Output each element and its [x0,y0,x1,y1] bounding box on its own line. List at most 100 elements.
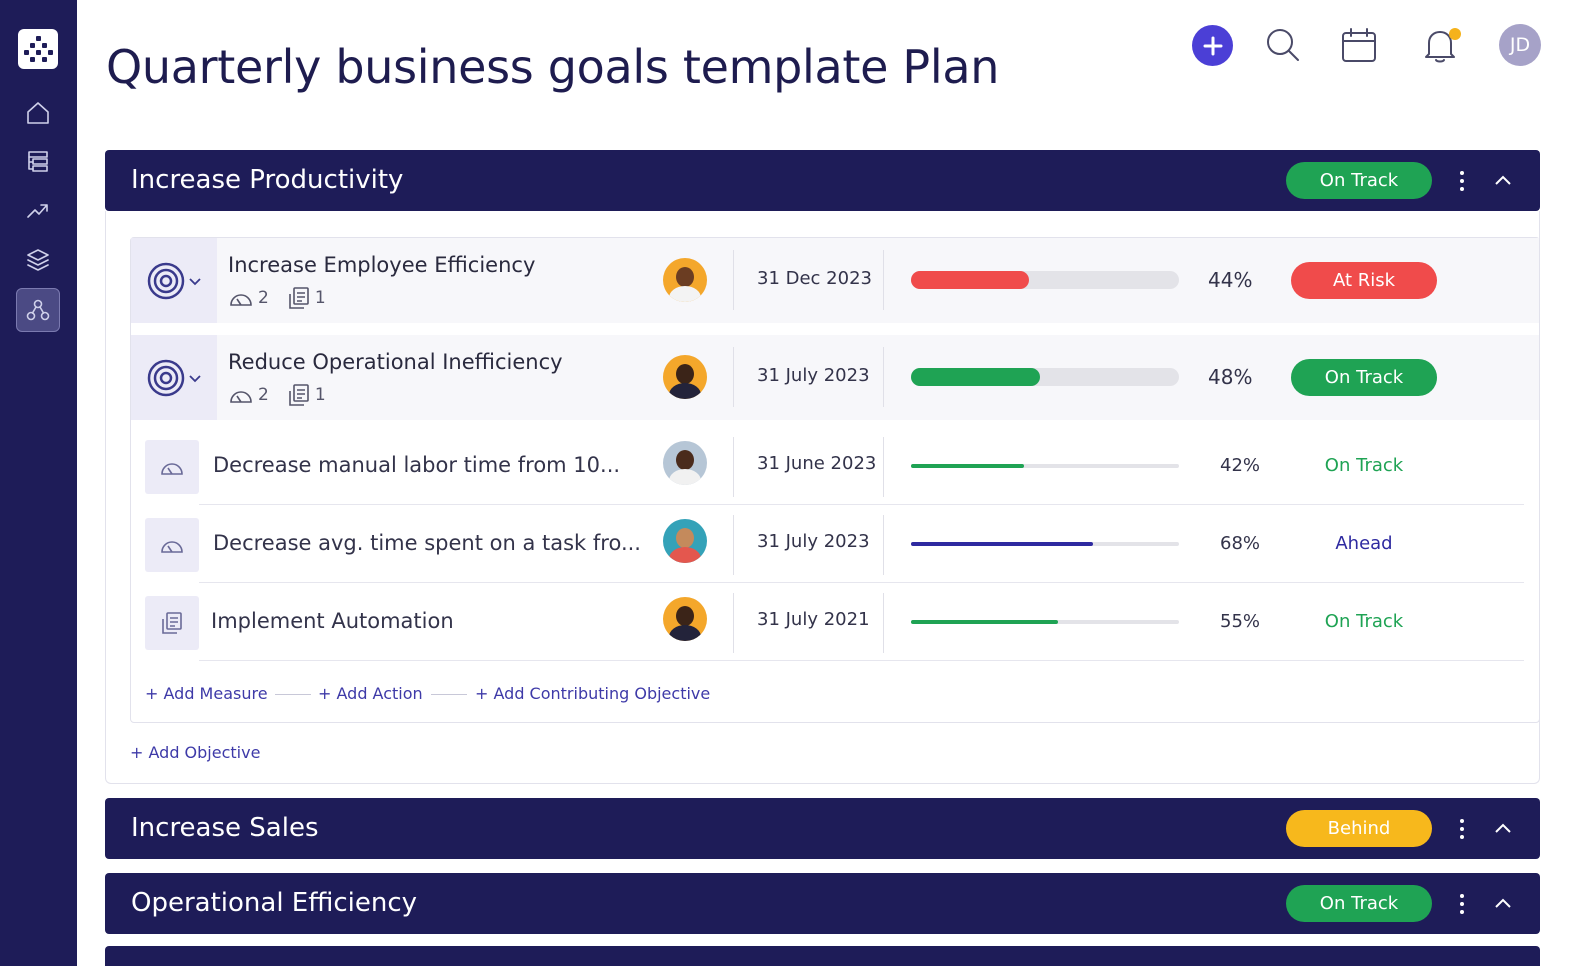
goal-title: Operational Efficiency [131,888,418,918]
key-result-row[interactable]: Decrease avg. time spent on a task fro..… [131,506,1539,584]
objective-row[interactable]: Increase Employee Efficiency 2 1 31 Dec … [131,238,1539,323]
divider [733,593,734,653]
goal-status-badge: On Track [1286,162,1432,199]
key-result-type [145,440,199,494]
nav-trends[interactable] [16,189,60,233]
key-result-row[interactable]: Decrease manual labor time from 10... 31… [131,428,1539,506]
search-button[interactable] [1262,24,1304,66]
divider [883,437,884,497]
gauge-icon [161,463,183,475]
user-avatar[interactable]: JD [1499,24,1541,66]
key-result-status: Ahead [1335,533,1393,554]
row-separator [199,582,1524,583]
objective-expand-toggle[interactable] [131,238,217,323]
trend-icon [27,204,48,218]
key-result-type [145,518,199,572]
calendar-icon [1342,28,1376,62]
key-result-type [145,596,199,650]
plus-icon [1203,36,1222,55]
progress-bar [911,368,1179,386]
task-doc-icon [162,612,182,634]
divider [733,250,734,310]
key-result-row[interactable]: Implement Automation 31 July 2021 55% On… [131,584,1539,662]
progress-bar [911,620,1179,624]
chevron-up-icon[interactable] [1490,167,1516,193]
search-icon [1267,29,1299,61]
divider [883,515,884,575]
owner-avatar[interactable] [663,258,707,302]
more-options-icon[interactable] [1450,816,1474,842]
more-options-icon[interactable] [1450,168,1474,194]
measure-count: 2 [228,288,269,308]
objective-title[interactable]: Increase Employee Efficiency [228,253,536,277]
goal-body: Increase Employee Efficiency 2 1 31 Dec … [105,211,1540,784]
add-objective-link[interactable]: + Add Objective [130,743,261,762]
divider [733,347,734,407]
page-title: Quarterly business goals template Plan [106,40,1000,94]
action-count: 1 [287,286,326,310]
progress-percent: 48% [1208,365,1253,389]
progress-percent: 68% [1220,533,1261,554]
progress-fill [911,464,1024,468]
notification-dot [1449,28,1461,40]
chevron-down-icon [189,374,201,382]
chevron-up-icon[interactable] [1490,815,1516,841]
key-result-title[interactable]: Implement Automation [211,609,454,633]
row-separator [199,660,1524,661]
key-result-due-date: 31 July 2021 [757,609,870,630]
goal-title: Increase Productivity [131,165,404,195]
add-action-link[interactable]: + Add Action [318,684,423,703]
divider [883,593,884,653]
add-measure-link[interactable]: + Add Measure [145,684,268,703]
goal-header-partial [105,946,1540,966]
add-button[interactable] [1192,25,1233,66]
nav-layers[interactable] [16,238,60,282]
nav-home[interactable] [16,91,60,135]
objective-expand-toggle[interactable] [131,335,217,420]
divider [733,437,734,497]
progress-bar [911,464,1179,468]
action-count: 1 [287,383,326,407]
key-result-title[interactable]: Decrease manual labor time from 10... [213,453,621,477]
calendar-button[interactable] [1338,24,1380,66]
owner-avatar[interactable] [663,597,707,641]
progress-bar [911,542,1179,546]
home-icon [27,102,49,124]
progress-percent: 42% [1220,455,1261,476]
task-doc-icon [289,384,309,406]
nav-list[interactable] [16,140,60,184]
gauge-icon [230,391,252,403]
goal-status-badge: On Track [1286,885,1432,922]
objective-status-badge: At Risk [1291,262,1437,299]
goal-header[interactable]: Increase Sales Behind [105,798,1540,859]
progress-percent: 44% [1208,268,1253,292]
layers-icon [27,249,49,271]
objective-due-date: 31 Dec 2023 [757,268,872,289]
objective-title[interactable]: Reduce Operational Inefficiency [228,350,563,374]
goal-header[interactable]: Operational Efficiency On Track [105,873,1540,934]
sidebar [0,0,77,966]
objectives-container: Increase Employee Efficiency 2 1 31 Dec … [130,237,1540,723]
objective-due-date: 31 July 2023 [757,365,870,386]
progress-fill [911,542,1094,546]
owner-avatar[interactable] [663,355,707,399]
app-logo-icon[interactable] [18,29,58,69]
link-connector [275,694,311,695]
progress-fill [911,368,1040,386]
objective-status-badge: On Track [1291,359,1437,396]
more-options-icon[interactable] [1450,891,1474,917]
progress-bar [911,271,1179,289]
key-result-title[interactable]: Decrease avg. time spent on a task fro..… [213,531,641,555]
owner-avatar[interactable] [663,519,707,563]
objective-row[interactable]: Reduce Operational Inefficiency 2 1 31 J… [131,335,1539,420]
key-result-status: On Track [1324,611,1404,632]
divider [883,250,884,310]
owner-avatar[interactable] [663,441,707,485]
nav-hierarchy[interactable] [16,288,60,332]
notification-button[interactable] [1418,23,1462,67]
progress-fill [911,271,1029,289]
add-contributing-objective-link[interactable]: + Add Contributing Objective [475,684,711,703]
target-icon [147,359,185,396]
chevron-up-icon[interactable] [1490,890,1516,916]
goal-header[interactable]: Increase Productivity On Track [105,150,1540,211]
